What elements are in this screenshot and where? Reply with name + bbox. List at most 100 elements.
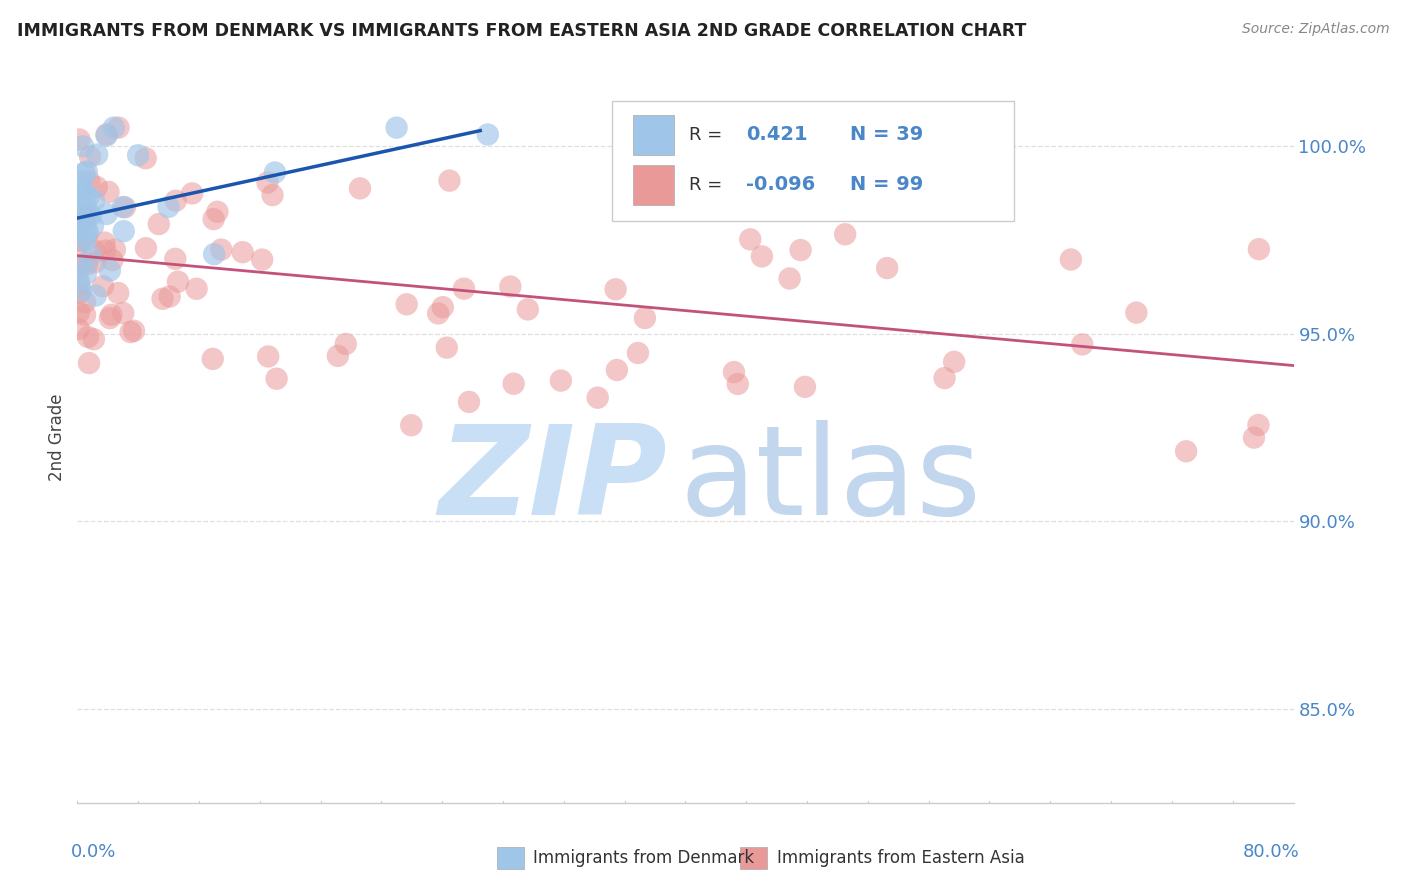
Point xyxy=(436,341,458,355)
Point xyxy=(349,181,371,195)
Point xyxy=(67,259,90,273)
Point xyxy=(75,211,97,225)
Point xyxy=(502,376,524,391)
Point xyxy=(75,200,97,214)
Text: R =: R = xyxy=(689,126,728,144)
Point xyxy=(75,201,97,215)
Point xyxy=(550,374,572,388)
Text: N = 99: N = 99 xyxy=(849,175,922,194)
Point xyxy=(111,200,134,214)
Point xyxy=(83,194,105,208)
Point xyxy=(112,224,135,238)
Point xyxy=(167,275,190,289)
Point xyxy=(76,164,98,178)
Text: Immigrants from Denmark: Immigrants from Denmark xyxy=(533,848,755,867)
Point xyxy=(80,249,103,263)
Point xyxy=(266,372,288,386)
Point xyxy=(727,376,749,391)
Point xyxy=(401,418,423,433)
Text: -0.096: -0.096 xyxy=(747,175,815,194)
Point xyxy=(67,234,90,248)
Point xyxy=(789,243,811,257)
Text: IMMIGRANTS FROM DENMARK VS IMMIGRANTS FROM EASTERN ASIA 2ND GRADE CORRELATION CH: IMMIGRANTS FROM DENMARK VS IMMIGRANTS FR… xyxy=(17,22,1026,40)
Point xyxy=(97,185,120,199)
Point xyxy=(779,271,801,285)
Point xyxy=(186,282,208,296)
Point xyxy=(73,209,96,223)
Point xyxy=(458,395,481,409)
Point xyxy=(70,284,93,298)
Point xyxy=(98,311,121,326)
Point xyxy=(86,180,108,194)
Text: R =: R = xyxy=(689,176,728,194)
Point xyxy=(165,252,187,266)
Point xyxy=(202,212,225,227)
Point xyxy=(1175,444,1198,458)
Point xyxy=(67,277,90,292)
Point xyxy=(605,282,627,296)
Point xyxy=(77,330,100,344)
Point xyxy=(96,207,118,221)
Point xyxy=(326,349,349,363)
Point xyxy=(98,263,121,277)
Point xyxy=(135,241,157,255)
Point xyxy=(67,274,90,288)
Point xyxy=(751,249,773,263)
Point xyxy=(432,300,454,314)
Point xyxy=(73,166,96,180)
Point xyxy=(112,306,135,320)
Point xyxy=(740,232,762,246)
Point xyxy=(135,151,157,165)
Point xyxy=(516,302,538,317)
Point xyxy=(723,365,745,379)
Point xyxy=(103,120,125,135)
Point xyxy=(100,308,122,322)
Point xyxy=(107,120,129,135)
Text: 0.421: 0.421 xyxy=(747,126,808,145)
Point xyxy=(586,391,609,405)
Point xyxy=(159,289,181,303)
Point xyxy=(834,227,856,242)
Point xyxy=(794,380,817,394)
Point xyxy=(84,288,107,302)
Point xyxy=(72,139,94,153)
Point xyxy=(606,363,628,377)
Point xyxy=(94,244,117,258)
Text: atlas: atlas xyxy=(679,420,981,541)
Point xyxy=(73,295,96,310)
Point xyxy=(207,204,229,219)
Point xyxy=(256,176,278,190)
Point xyxy=(1125,305,1147,319)
Point xyxy=(67,286,90,301)
Point xyxy=(69,185,91,199)
Point xyxy=(1247,242,1270,256)
Point xyxy=(84,255,107,269)
Point xyxy=(264,165,287,179)
Point xyxy=(453,282,475,296)
Point xyxy=(75,186,97,201)
FancyBboxPatch shape xyxy=(496,847,523,869)
Point xyxy=(75,229,97,244)
Point xyxy=(257,350,280,364)
Text: Source: ZipAtlas.com: Source: ZipAtlas.com xyxy=(1241,22,1389,37)
Text: 0.0%: 0.0% xyxy=(72,843,117,861)
Point xyxy=(627,346,650,360)
Point xyxy=(385,120,408,135)
Point xyxy=(1060,252,1083,267)
Point xyxy=(76,258,98,272)
Point xyxy=(104,243,127,257)
Point xyxy=(96,128,118,143)
Point xyxy=(759,175,782,189)
Point xyxy=(934,371,956,385)
Point xyxy=(93,235,115,250)
Point xyxy=(70,174,93,188)
Point xyxy=(69,132,91,146)
Point xyxy=(148,217,170,231)
Point xyxy=(67,322,90,336)
Point xyxy=(67,305,90,319)
Point xyxy=(439,173,461,187)
Point xyxy=(114,200,136,214)
Point xyxy=(79,150,101,164)
Point xyxy=(1243,431,1265,445)
Point xyxy=(1071,337,1094,351)
